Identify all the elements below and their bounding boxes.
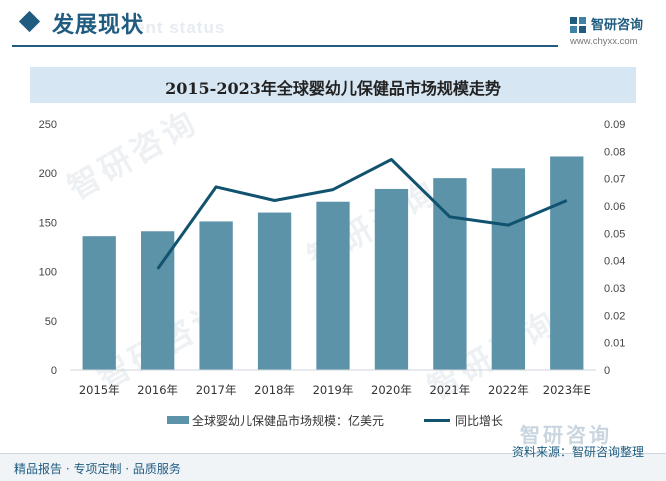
footer-bar <box>0 453 666 481</box>
x-tick-label: 2021年 <box>429 383 470 397</box>
section-subtitle: ent status <box>135 18 226 37</box>
legend-line-label: 同比增长 <box>455 414 504 428</box>
brand-logo-icon <box>570 17 586 33</box>
legend: 全球婴幼儿保健品市场规模：亿美元 同比增长 <box>0 412 666 432</box>
y-left-tick-label: 200 <box>39 168 57 180</box>
growth-line <box>156 158 568 270</box>
bar <box>374 188 409 370</box>
y-right-tick-label: 0.05 <box>604 228 625 240</box>
chart: 0 50 100 150 200 250 0 0.01 0.02 0.03 0.04 0.05 0.0… <box>39 119 626 397</box>
x-tick-label: 2017年 <box>196 383 237 397</box>
bar <box>199 221 233 370</box>
legend-bar-swatch <box>167 416 189 424</box>
y-left-tick-label: 150 <box>39 217 57 229</box>
y-right-tick-label: 0.06 <box>604 201 625 213</box>
y-right-tick-label: 0.01 <box>604 338 625 350</box>
diamond-icon <box>18 10 41 33</box>
y-right-tick-label: 0.08 <box>604 146 625 158</box>
bar <box>316 201 350 370</box>
brand-site: www.chyxx.com <box>570 36 638 47</box>
bar <box>550 156 584 370</box>
y-right-tick-label: 0.07 <box>604 174 625 186</box>
source-note: 资料来源：智研咨询整理 <box>512 445 645 459</box>
y-axis-right: 0 0.01 0.02 0.03 0.04 0.05 0.06 0.07 0.08 0.09 <box>604 119 625 377</box>
x-tick-label: 2023年E <box>543 383 591 397</box>
line-series <box>156 158 568 270</box>
x-tick-label: 2019年 <box>313 383 354 397</box>
legend-line-swatch <box>424 419 450 422</box>
chart-title-banner: 2015-2023年全球婴幼儿保健品市场规模走势 <box>30 67 636 103</box>
y-left-tick-label: 50 <box>45 316 57 328</box>
y-left-tick-label: 0 <box>51 365 57 377</box>
y-right-tick-label: 0.02 <box>604 310 625 322</box>
header: ent status 发展现状 智研咨询 www.chyxx.com <box>0 0 666 48</box>
x-tick-label: 2018年 <box>254 383 295 397</box>
x-tick-label: 2015年 <box>79 383 120 397</box>
y-axis-left: 0 50 100 150 200 250 <box>39 119 57 377</box>
section-title: 发展现状 <box>52 13 145 38</box>
footer-brand-watermark: 智研咨询 <box>520 423 612 447</box>
y-right-tick-label: 0.03 <box>604 283 625 295</box>
footer-tagline: 精品报告 · 专项定制 · 品质服务 <box>14 462 181 476</box>
x-axis: 2015年 2016年 2017年 2018年 2019年 2020年 2021年 2022年… <box>79 383 591 397</box>
legend-bar-label: 全球婴幼儿保健品市场规模：亿美元 <box>192 414 385 428</box>
bar <box>433 178 467 370</box>
y-left-tick-label: 100 <box>39 267 57 279</box>
chart-title: 2015-2023年全球婴幼儿保健品市场规模走势 <box>165 79 501 98</box>
y-left-tick-label: 250 <box>39 119 57 131</box>
y-right-tick-label: 0.04 <box>604 256 625 268</box>
bar <box>82 236 116 370</box>
bar <box>491 168 525 370</box>
y-right-tick-label: 0.09 <box>604 119 625 131</box>
bar <box>257 212 292 370</box>
x-tick-label: 2020年 <box>371 383 412 397</box>
brand-name: 智研咨询 <box>591 18 644 33</box>
x-tick-label: 2016年 <box>137 383 178 397</box>
y-right-tick-label: 0 <box>604 365 610 377</box>
x-tick-label: 2022年 <box>488 383 529 397</box>
header-divider <box>12 45 558 47</box>
